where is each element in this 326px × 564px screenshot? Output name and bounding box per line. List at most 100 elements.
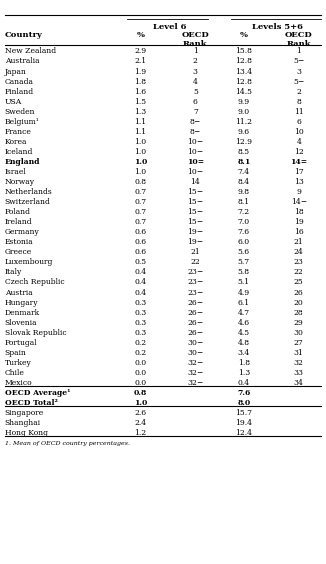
Text: 22: 22 (294, 268, 304, 276)
Text: 26: 26 (294, 289, 304, 297)
Text: 0.4: 0.4 (238, 379, 250, 387)
Text: 15−: 15− (187, 208, 203, 216)
Text: 14: 14 (190, 178, 200, 186)
Text: Estonia: Estonia (5, 238, 33, 246)
Text: 10−: 10− (187, 148, 203, 156)
Text: 4.9: 4.9 (238, 289, 250, 297)
Text: 19: 19 (294, 218, 304, 226)
Text: 15−: 15− (187, 198, 203, 206)
Text: 15−: 15− (187, 188, 203, 196)
Text: %: % (136, 31, 144, 39)
Text: 15−: 15− (187, 218, 203, 226)
Text: 23−: 23− (187, 268, 203, 276)
Text: 7: 7 (193, 108, 198, 116)
Text: 27: 27 (294, 339, 304, 347)
Text: Norway: Norway (5, 178, 35, 186)
Text: Finland: Finland (5, 87, 34, 95)
Text: 30: 30 (294, 329, 304, 337)
Text: 0.8: 0.8 (134, 178, 146, 186)
Text: 23: 23 (294, 258, 304, 266)
Text: 4: 4 (193, 77, 198, 86)
Text: 8.1: 8.1 (237, 158, 250, 166)
Text: 0.6: 0.6 (134, 238, 146, 246)
Text: 2: 2 (296, 87, 301, 95)
Text: 4.8: 4.8 (238, 339, 250, 347)
Text: Hungary: Hungary (5, 298, 38, 307)
Text: 6: 6 (193, 98, 198, 105)
Text: 28: 28 (294, 309, 304, 316)
Text: Level 6: Level 6 (153, 23, 186, 31)
Text: Iceland: Iceland (5, 148, 33, 156)
Text: Slovenia: Slovenia (5, 319, 37, 327)
Text: 23−: 23− (187, 279, 203, 287)
Text: 7.6: 7.6 (237, 389, 250, 397)
Text: Greece: Greece (5, 248, 32, 256)
Text: 1.0: 1.0 (134, 168, 146, 176)
Text: 29: 29 (294, 319, 304, 327)
Text: 5: 5 (193, 87, 198, 95)
Text: Germany: Germany (5, 228, 39, 236)
Text: 12: 12 (294, 148, 304, 156)
Text: 8−: 8− (190, 128, 201, 136)
Text: 10: 10 (294, 128, 304, 136)
Text: OECD Average¹: OECD Average¹ (5, 389, 70, 397)
Text: 2.1: 2.1 (134, 58, 146, 65)
Text: Turkey: Turkey (5, 359, 31, 367)
Text: 5.6: 5.6 (238, 248, 250, 256)
Text: 2.6: 2.6 (134, 409, 146, 417)
Text: 3: 3 (193, 68, 198, 76)
Text: Poland: Poland (5, 208, 31, 216)
Text: 1.2: 1.2 (134, 429, 146, 437)
Text: 6.1: 6.1 (238, 298, 250, 307)
Text: Country: Country (5, 31, 42, 39)
Text: 4.5: 4.5 (238, 329, 250, 337)
Text: 0.5: 0.5 (134, 258, 146, 266)
Text: 17: 17 (294, 168, 304, 176)
Text: 1.9: 1.9 (134, 68, 146, 76)
Text: 33: 33 (294, 369, 304, 377)
Text: 0.3: 0.3 (134, 329, 146, 337)
Text: 20: 20 (294, 298, 304, 307)
Text: 16: 16 (294, 228, 304, 236)
Text: 0.3: 0.3 (134, 309, 146, 316)
Text: OECD
Rank: OECD Rank (285, 31, 313, 49)
Text: Netherlands: Netherlands (5, 188, 52, 196)
Text: 1: 1 (296, 47, 301, 55)
Text: Austria: Austria (5, 289, 32, 297)
Text: 10=: 10= (187, 158, 204, 166)
Text: 12.8: 12.8 (235, 77, 252, 86)
Text: 12.9: 12.9 (235, 138, 252, 146)
Text: 0.7: 0.7 (134, 198, 146, 206)
Text: 0.7: 0.7 (134, 188, 146, 196)
Text: 0.4: 0.4 (134, 289, 146, 297)
Text: Mexico: Mexico (5, 379, 32, 387)
Text: 14−: 14− (291, 198, 307, 206)
Text: 11: 11 (294, 108, 304, 116)
Text: Denmark: Denmark (5, 309, 40, 316)
Text: 0.3: 0.3 (134, 298, 146, 307)
Text: 5.8: 5.8 (238, 268, 250, 276)
Text: 7.2: 7.2 (238, 208, 250, 216)
Text: Singapore: Singapore (5, 409, 44, 417)
Text: 0.7: 0.7 (134, 208, 146, 216)
Text: 8−: 8− (190, 118, 201, 126)
Text: 0.4: 0.4 (134, 268, 146, 276)
Text: 13.4: 13.4 (235, 68, 252, 76)
Text: 10−: 10− (187, 168, 203, 176)
Text: New Zealand: New Zealand (5, 47, 56, 55)
Text: 31: 31 (294, 349, 304, 357)
Text: 9.0: 9.0 (238, 108, 250, 116)
Text: 8.5: 8.5 (238, 148, 250, 156)
Text: 5−: 5− (293, 77, 304, 86)
Text: Israel: Israel (5, 168, 26, 176)
Text: England: England (5, 158, 40, 166)
Text: 34: 34 (294, 379, 304, 387)
Text: 12.4: 12.4 (235, 429, 252, 437)
Text: 0.6: 0.6 (134, 228, 146, 236)
Text: 2.4: 2.4 (134, 419, 146, 427)
Text: OECD Total²: OECD Total² (5, 399, 57, 407)
Text: 9.9: 9.9 (238, 98, 250, 105)
Text: 8.1: 8.1 (238, 198, 250, 206)
Text: 0.2: 0.2 (134, 339, 146, 347)
Text: 8.0: 8.0 (237, 399, 250, 407)
